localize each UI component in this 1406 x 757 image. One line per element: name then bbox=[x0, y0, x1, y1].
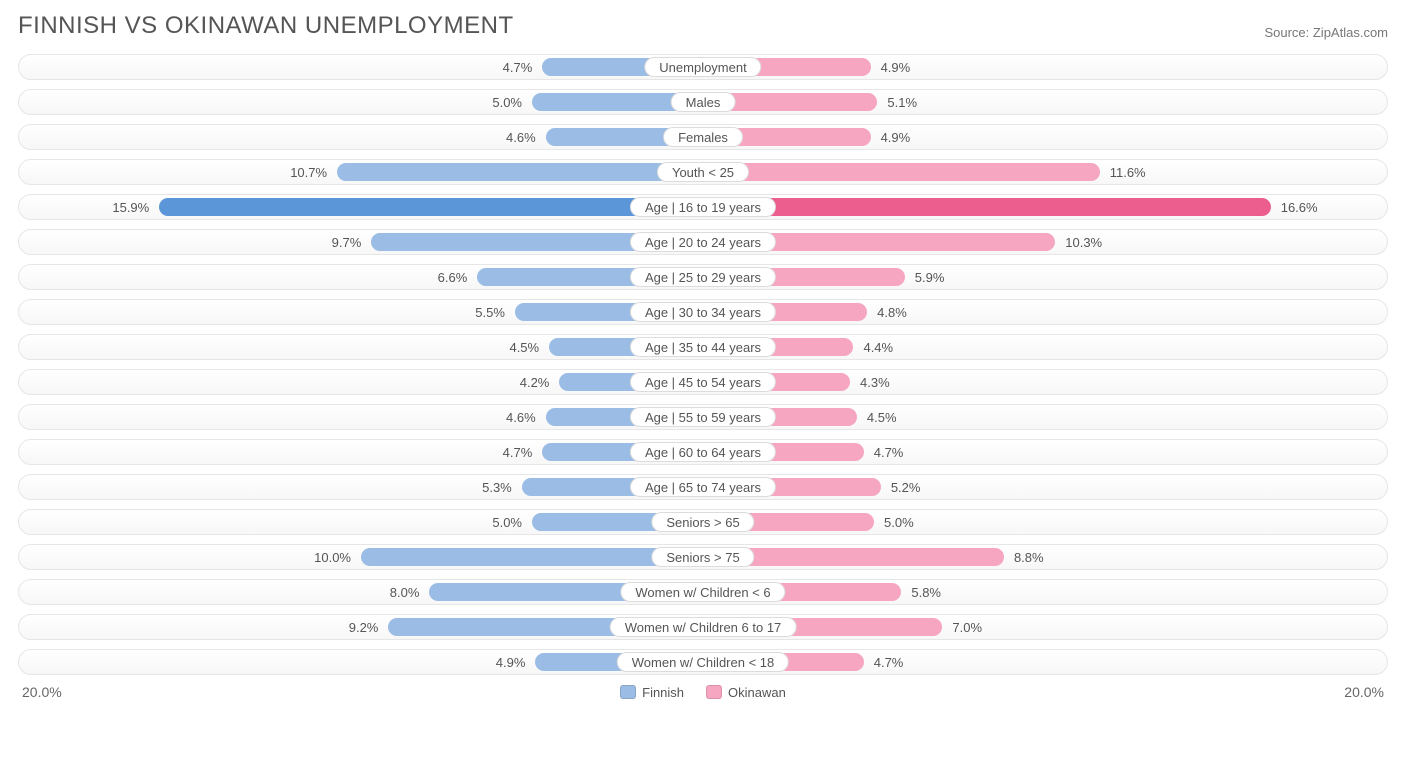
bar-left bbox=[337, 163, 703, 181]
value-right: 5.9% bbox=[915, 265, 945, 289]
chart-title: FINNISH VS OKINAWAN UNEMPLOYMENT bbox=[18, 12, 514, 40]
value-right: 5.2% bbox=[891, 475, 921, 499]
row-label: Age | 45 to 54 years bbox=[630, 372, 776, 392]
chart-row: Women w/ Children < 18 4.9% 4.7% bbox=[18, 649, 1388, 675]
value-left: 9.7% bbox=[332, 230, 362, 254]
row-label: Seniors > 75 bbox=[651, 547, 754, 567]
value-left: 5.0% bbox=[492, 90, 522, 114]
legend-swatch-right bbox=[706, 685, 722, 699]
chart-row: Age | 20 to 24 years 9.7% 10.3% bbox=[18, 229, 1388, 255]
value-right: 5.0% bbox=[884, 510, 914, 534]
row-label: Age | 16 to 19 years bbox=[630, 197, 776, 217]
bar-right bbox=[703, 198, 1271, 216]
row-label: Women w/ Children < 6 bbox=[620, 582, 785, 602]
value-right: 10.3% bbox=[1065, 230, 1102, 254]
chart-row: Age | 35 to 44 years 4.5% 4.4% bbox=[18, 334, 1388, 360]
value-right: 4.7% bbox=[874, 650, 904, 674]
value-left: 4.6% bbox=[506, 405, 536, 429]
value-right: 16.6% bbox=[1281, 195, 1318, 219]
chart-row: Age | 25 to 29 years 6.6% 5.9% bbox=[18, 264, 1388, 290]
chart-row: Females 4.6% 4.9% bbox=[18, 124, 1388, 150]
axis-max-left: 20.0% bbox=[22, 684, 62, 700]
row-label: Females bbox=[663, 127, 743, 147]
legend-label-right: Okinawan bbox=[728, 685, 786, 700]
value-right: 4.9% bbox=[881, 55, 911, 79]
chart-row: Age | 45 to 54 years 4.2% 4.3% bbox=[18, 369, 1388, 395]
row-label: Age | 25 to 29 years bbox=[630, 267, 776, 287]
bar-right bbox=[703, 163, 1100, 181]
value-right: 4.8% bbox=[877, 300, 907, 324]
row-label: Seniors > 65 bbox=[651, 512, 754, 532]
chart-row: Youth < 25 10.7% 11.6% bbox=[18, 159, 1388, 185]
value-right: 4.4% bbox=[863, 335, 893, 359]
row-label: Males bbox=[671, 92, 736, 112]
chart-row: Age | 30 to 34 years 5.5% 4.8% bbox=[18, 299, 1388, 325]
row-label: Women w/ Children < 18 bbox=[617, 652, 789, 672]
value-left: 5.5% bbox=[475, 300, 505, 324]
chart-row: Age | 16 to 19 years 15.9% 16.6% bbox=[18, 194, 1388, 220]
chart-row: Women w/ Children 6 to 17 9.2% 7.0% bbox=[18, 614, 1388, 640]
chart-row: Age | 55 to 59 years 4.6% 4.5% bbox=[18, 404, 1388, 430]
value-right: 5.8% bbox=[911, 580, 941, 604]
legend-label-left: Finnish bbox=[642, 685, 684, 700]
footer-row: 20.0% Finnish Okinawan 20.0% bbox=[18, 684, 1388, 700]
value-left: 4.9% bbox=[496, 650, 526, 674]
value-left: 9.2% bbox=[349, 615, 379, 639]
row-label: Age | 30 to 34 years bbox=[630, 302, 776, 322]
chart-row: Males 5.0% 5.1% bbox=[18, 89, 1388, 115]
value-left: 4.7% bbox=[503, 440, 533, 464]
row-label: Age | 60 to 64 years bbox=[630, 442, 776, 462]
chart-row: Seniors > 75 10.0% 8.8% bbox=[18, 544, 1388, 570]
row-label: Age | 20 to 24 years bbox=[630, 232, 776, 252]
value-left: 15.9% bbox=[112, 195, 149, 219]
row-label: Women w/ Children 6 to 17 bbox=[610, 617, 797, 637]
legend-item-left: Finnish bbox=[620, 685, 684, 700]
value-left: 5.0% bbox=[492, 510, 522, 534]
value-left: 6.6% bbox=[438, 265, 468, 289]
value-right: 11.6% bbox=[1110, 160, 1146, 184]
chart-row: Seniors > 65 5.0% 5.0% bbox=[18, 509, 1388, 535]
value-left: 10.7% bbox=[290, 160, 327, 184]
axis-max-right: 20.0% bbox=[1344, 684, 1384, 700]
header-row: FINNISH VS OKINAWAN UNEMPLOYMENT Source:… bbox=[18, 12, 1388, 40]
chart-row: Unemployment 4.7% 4.9% bbox=[18, 54, 1388, 80]
value-right: 4.3% bbox=[860, 370, 890, 394]
row-label: Age | 35 to 44 years bbox=[630, 337, 776, 357]
value-right: 4.5% bbox=[867, 405, 897, 429]
row-label: Age | 65 to 74 years bbox=[630, 477, 776, 497]
legend-item-right: Okinawan bbox=[706, 685, 786, 700]
chart-source: Source: ZipAtlas.com bbox=[1264, 25, 1388, 40]
diverging-bar-chart: Unemployment 4.7% 4.9% Males 5.0% 5.1% Females… bbox=[18, 54, 1388, 675]
value-left: 4.2% bbox=[520, 370, 550, 394]
value-left: 8.0% bbox=[390, 580, 420, 604]
value-left: 4.7% bbox=[503, 55, 533, 79]
row-label: Youth < 25 bbox=[657, 162, 749, 182]
row-label: Age | 55 to 59 years bbox=[630, 407, 776, 427]
chart-row: Women w/ Children < 6 8.0% 5.8% bbox=[18, 579, 1388, 605]
row-label: Unemployment bbox=[644, 57, 761, 77]
value-right: 8.8% bbox=[1014, 545, 1044, 569]
value-right: 5.1% bbox=[887, 90, 917, 114]
chart-row: Age | 60 to 64 years 4.7% 4.7% bbox=[18, 439, 1388, 465]
legend-swatch-left bbox=[620, 685, 636, 699]
value-left: 4.6% bbox=[506, 125, 536, 149]
legend: Finnish Okinawan bbox=[620, 685, 786, 700]
value-left: 5.3% bbox=[482, 475, 512, 499]
value-right: 4.7% bbox=[874, 440, 904, 464]
chart-row: Age | 65 to 74 years 5.3% 5.2% bbox=[18, 474, 1388, 500]
bar-left bbox=[159, 198, 703, 216]
value-right: 7.0% bbox=[952, 615, 982, 639]
value-left: 10.0% bbox=[314, 545, 351, 569]
value-right: 4.9% bbox=[881, 125, 911, 149]
value-left: 4.5% bbox=[509, 335, 539, 359]
